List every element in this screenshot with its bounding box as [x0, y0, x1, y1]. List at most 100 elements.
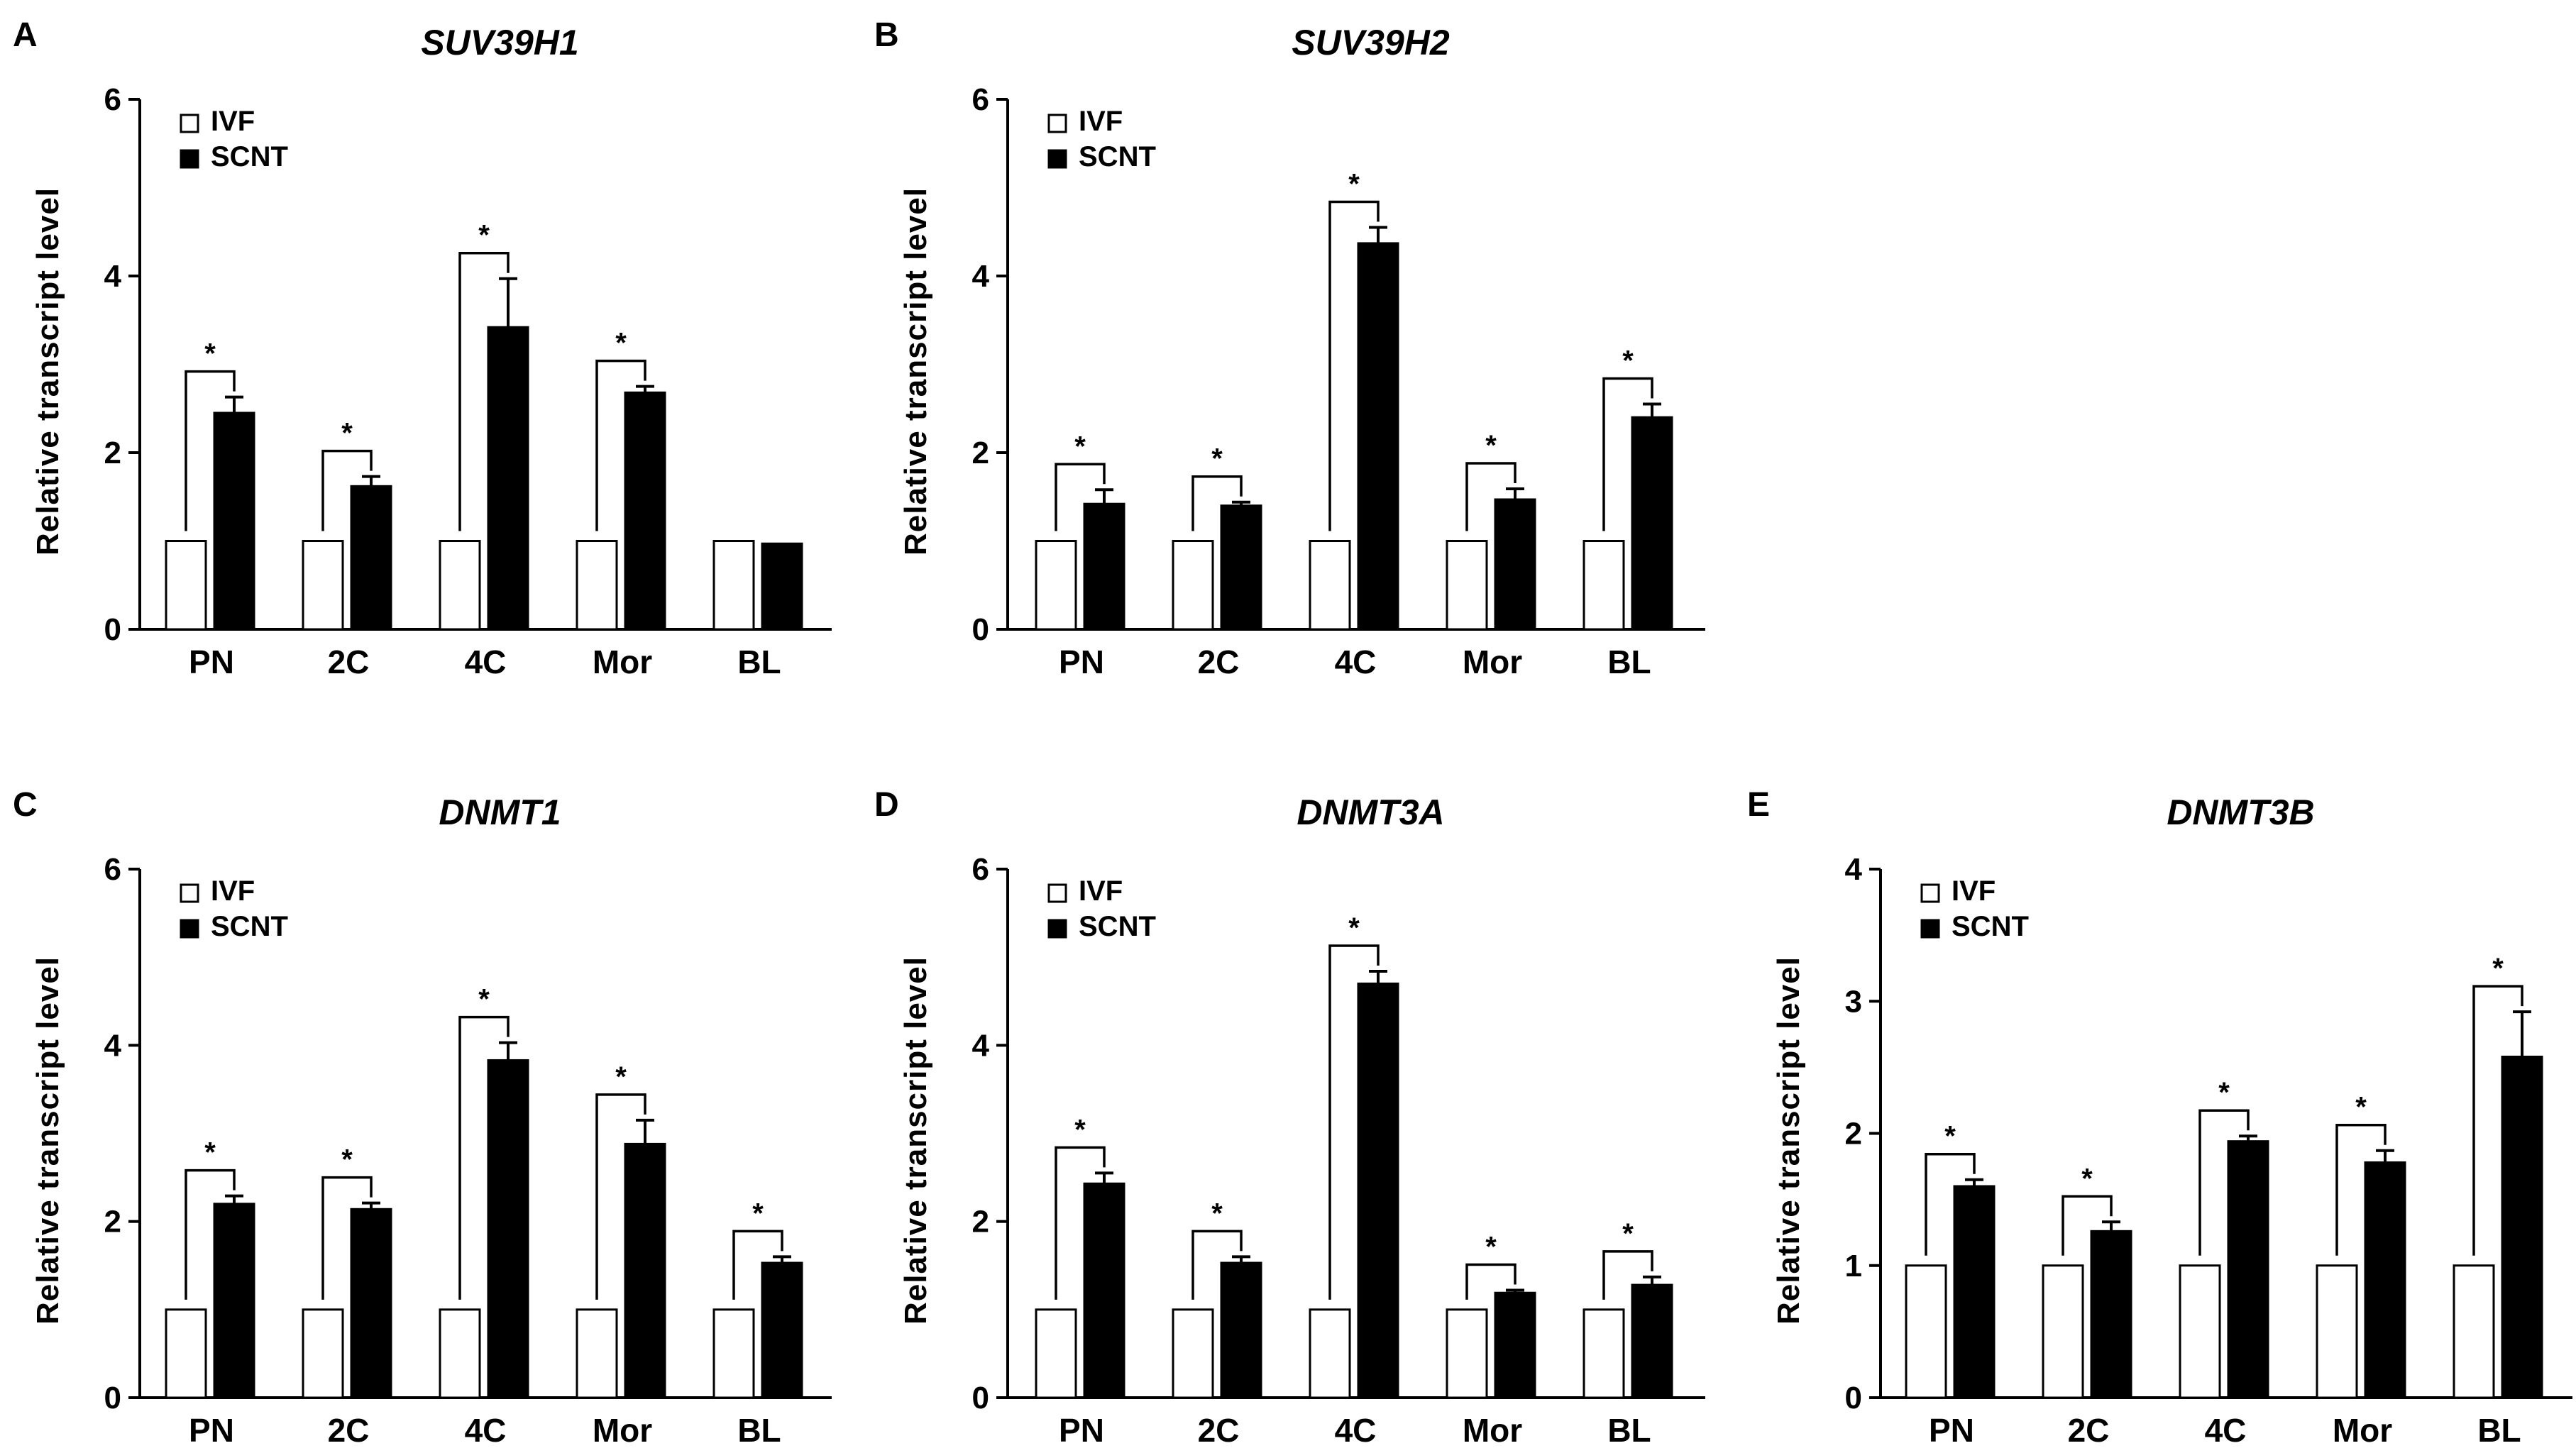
- legend-swatch-scnt: [1047, 149, 1067, 169]
- x-tick-label: BL: [2477, 1412, 2521, 1449]
- bar-ivf-4c: [439, 1308, 481, 1399]
- y-tick-label: 0: [104, 612, 121, 647]
- bar-ivf-pn: [1035, 540, 1077, 631]
- panel-letter: C: [13, 786, 38, 824]
- y-tick-label: 2: [104, 436, 121, 470]
- legend-label-scnt: SCNT: [1952, 911, 2029, 942]
- bar-scnt-4c: [1357, 242, 1399, 631]
- y-tick-label: 6: [972, 82, 989, 117]
- legend-label-ivf: IVF: [211, 106, 255, 137]
- significance-bracket: [321, 1176, 373, 1300]
- x-tick-label: 4C: [465, 643, 507, 680]
- legend-swatch-ivf: [1047, 883, 1067, 903]
- chart-panel-b: B SUV39H2 Relative transcript level 0 2 4 6 IVF…: [874, 16, 1705, 680]
- legend-label-ivf: IVF: [1079, 875, 1123, 907]
- bar-ivf-mor: [1446, 540, 1488, 631]
- significance-bracket: [2198, 1109, 2250, 1256]
- x-tick-label: Mor: [593, 643, 652, 680]
- bar-scnt-pn: [1953, 1185, 1996, 1399]
- significance-star: *: [1211, 1198, 1223, 1229]
- significance-bracket: [1602, 377, 1653, 531]
- y-tick-label: 4: [972, 1028, 990, 1063]
- chart-title: DNMT3A: [1297, 792, 1444, 832]
- y-axis-label: Relative transcript level: [31, 956, 65, 1325]
- bar-scnt-mor: [1494, 498, 1536, 631]
- y-tick-label: 4: [1845, 852, 1863, 887]
- legend-swatch-ivf: [1920, 883, 1940, 903]
- chart-panel-a: A SUV39H1 Relative transcript level 0 2 4 6 IVF…: [13, 16, 832, 680]
- y-tick-label: 4: [104, 1028, 122, 1063]
- significance-bracket: [732, 1230, 783, 1300]
- x-tick-label: 2C: [1198, 643, 1240, 680]
- panel-letter: B: [874, 16, 899, 54]
- y-tick-label: 2: [104, 1205, 121, 1239]
- y-tick-label: 6: [104, 852, 121, 887]
- significance-bracket: [458, 1015, 510, 1300]
- significance-bracket: [2335, 1123, 2387, 1256]
- y-tick-label: 0: [104, 1381, 121, 1415]
- y-tick-label: 2: [972, 436, 989, 470]
- y-tick-label: 6: [104, 82, 121, 117]
- legend-swatch-scnt: [1047, 919, 1067, 939]
- significance-star: *: [1485, 1232, 1497, 1263]
- bar-scnt-pn: [1083, 502, 1125, 631]
- significance-star: *: [2218, 1077, 2230, 1108]
- significance-star: *: [204, 338, 216, 370]
- chart-panel-c: C DNMT1 Relative transcript level 0 2 4 6 IVF SC…: [13, 786, 832, 1449]
- bar-scnt-2c: [1220, 504, 1262, 631]
- bar-scnt-2c: [1220, 1261, 1262, 1399]
- bar-scnt-bl: [761, 542, 803, 631]
- x-tick-label: 2C: [2068, 1412, 2110, 1449]
- x-tick-label: BL: [1607, 1412, 1651, 1449]
- bar-ivf-2c: [302, 1308, 344, 1399]
- bar-ivf-bl: [2453, 1264, 2495, 1399]
- significance-bracket: [321, 449, 373, 531]
- chart-title: SUV39H2: [1292, 23, 1450, 62]
- bar-scnt-bl: [1631, 1283, 1673, 1399]
- legend-swatch-ivf: [180, 114, 199, 133]
- significance-bracket: [1925, 1152, 1976, 1256]
- significance-bracket: [1465, 462, 1517, 531]
- bar-ivf-pn: [165, 1308, 207, 1399]
- bar-ivf-pn: [1905, 1264, 1947, 1399]
- y-tick-label: 1: [1845, 1249, 1862, 1283]
- significance-star: *: [341, 418, 353, 449]
- significance-star: *: [2081, 1163, 2093, 1194]
- x-tick-label: PN: [1059, 643, 1104, 680]
- y-tick-label: 4: [972, 259, 990, 294]
- bar-ivf-4c: [1309, 540, 1351, 631]
- y-tick-label: 2: [972, 1205, 989, 1239]
- bar-scnt-pn: [213, 411, 255, 631]
- x-tick-label: 2C: [328, 643, 370, 680]
- x-tick-label: 2C: [328, 1412, 370, 1449]
- y-tick-label: 4: [104, 259, 122, 294]
- x-tick-label: 4C: [2205, 1412, 2247, 1449]
- bar-scnt-2c: [350, 1208, 392, 1399]
- y-axis-label: Relative transcript level: [31, 187, 65, 556]
- bar-ivf-mor: [576, 1308, 618, 1399]
- legend-swatch-scnt: [1920, 919, 1940, 939]
- bar-scnt-mor: [1494, 1291, 1536, 1399]
- panel-letter: D: [874, 786, 899, 824]
- bar-ivf-bl: [712, 540, 755, 631]
- legend-label-ivf: IVF: [1079, 106, 1123, 137]
- y-tick-label: 0: [972, 1381, 989, 1415]
- bar-scnt-mor: [624, 391, 666, 631]
- significance-bracket: [1465, 1263, 1517, 1300]
- significance-bracket: [1055, 1146, 1106, 1300]
- legend-label-ivf: IVF: [1952, 875, 1996, 907]
- bar-ivf-2c: [1172, 540, 1214, 631]
- bar-scnt-2c: [350, 485, 392, 631]
- bar-ivf-2c: [302, 540, 344, 631]
- y-tick-label: 0: [972, 612, 989, 647]
- legend-label-scnt: SCNT: [1079, 911, 1156, 942]
- y-tick-label: 3: [1845, 984, 1862, 1019]
- x-tick-label: BL: [1607, 643, 1651, 680]
- y-tick-label: 0: [1845, 1381, 1862, 1415]
- significance-bracket: [2472, 985, 2523, 1256]
- x-tick-label: BL: [737, 1412, 781, 1449]
- bar-scnt-bl: [1631, 416, 1673, 631]
- significance-star: *: [752, 1198, 764, 1229]
- y-tick-label: 6: [972, 852, 989, 887]
